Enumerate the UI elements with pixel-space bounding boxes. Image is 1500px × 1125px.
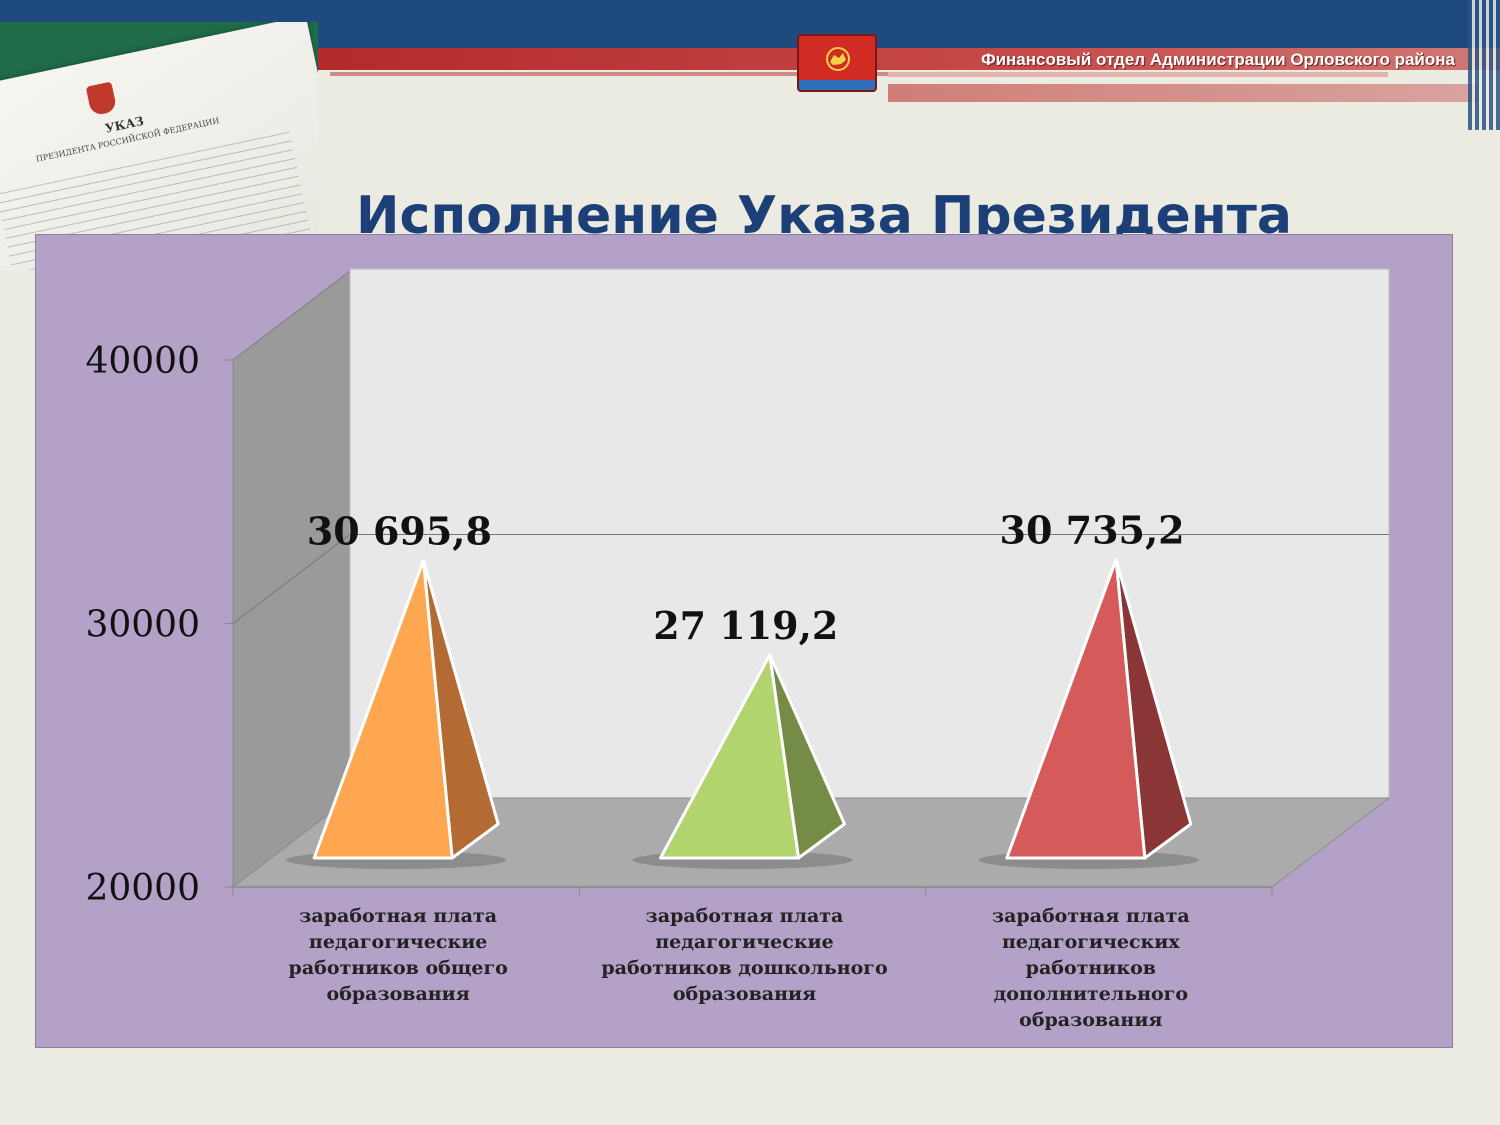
x-category-label: заработная плата педагогические работников… — [289, 905, 508, 1005]
page-title: Исполнение Указа Президента — [356, 186, 1292, 236]
header-decor-bars — [1468, 0, 1500, 130]
header-stripe — [330, 72, 890, 76]
x-category-line: образования — [1019, 1009, 1162, 1031]
x-category-line: педагогические — [655, 931, 834, 953]
decree-photo: УКАЗ ПРЕЗИДЕНТА РОССИЙСКОЙ ФЕДЕРАЦИИ — [0, 22, 318, 270]
y-tick-label: 40000 — [85, 341, 200, 382]
x-category-line: работников общего — [289, 957, 508, 979]
x-category-line: педагогические — [309, 931, 488, 953]
pyramid-bar — [659, 653, 800, 860]
x-category-line: дополнительного — [994, 983, 1188, 1005]
pyramid-bar — [312, 559, 454, 860]
data-label: 27 119,2 — [653, 603, 838, 648]
x-category-line: работников дошкольного — [601, 957, 887, 979]
data-label: 30 695,8 — [307, 509, 492, 554]
x-axis-labels: заработная плата педагогические работников… — [289, 905, 1190, 1031]
header-stripe — [888, 72, 1388, 77]
gridline-side — [232, 534, 351, 624]
x-category-line: педагогических — [1002, 931, 1180, 953]
x-category-label: заработная плата педагогические работников… — [601, 905, 887, 1005]
deer-emblem-icon — [826, 47, 850, 71]
emblem-wave — [799, 80, 875, 90]
y-tick-label: 30000 — [85, 605, 200, 646]
y-axis-ticks: 20000 30000 40000 — [85, 341, 233, 909]
x-category-line: образования — [673, 983, 816, 1005]
x-category-label: заработная плата педагогических работников… — [992, 905, 1190, 1031]
x-category-line: заработная плата — [646, 905, 844, 927]
chart-walls — [231, 268, 1391, 895]
pyramid-bar — [1005, 558, 1147, 860]
x-category-line: работников — [1026, 957, 1156, 979]
district-emblem-icon — [797, 34, 877, 92]
chart-back-wall — [349, 268, 1390, 799]
y-tick-label: 20000 — [85, 868, 200, 909]
x-category-line: образования — [327, 983, 470, 1005]
x-category-line: заработная плата — [992, 905, 1190, 927]
chart-marks: 30 695,8 27 119,2 30 735,2 — [286, 508, 1199, 869]
x-category-line: заработная плата — [299, 905, 497, 927]
organization-name: Финансовый отдел Администрации Орловског… — [981, 50, 1455, 69]
header-stripe — [888, 84, 1478, 102]
header-band-red — [318, 48, 1500, 70]
data-label: 30 735,2 — [1000, 508, 1185, 553]
